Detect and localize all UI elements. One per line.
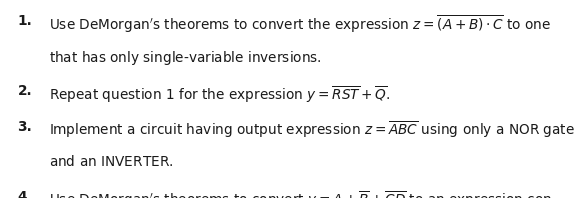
Text: 2.: 2. [17,84,32,98]
Text: 3.: 3. [17,120,32,134]
Text: $\mathsf{Use\ DeMorgan's\ theorems\ to\ convert\ the\ expression\ }z = \overline: $\mathsf{Use\ DeMorgan's\ theorems\ to\ … [49,14,552,35]
Text: 1.: 1. [17,14,32,28]
Text: 4.: 4. [17,190,32,198]
Text: $\mathsf{Implement\ a\ circuit\ having\ output\ expression\ }z = \overline{ABC}\: $\mathsf{Implement\ a\ circuit\ having\ … [49,120,576,140]
Text: $\mathsf{Use\ DeMorgan's\ theorems\ to\ convert\ }y = A + \overline{B} + \overli: $\mathsf{Use\ DeMorgan's\ theorems\ to\ … [49,190,558,198]
Text: $\mathsf{and\ an\ INVERTER.}$: $\mathsf{and\ an\ INVERTER.}$ [49,154,174,169]
Text: $\mathsf{that\ has\ only\ single\text{-}variable\ inversions.}$: $\mathsf{that\ has\ only\ single\text{-}… [49,49,322,67]
Text: $\mathsf{Repeat\ question\ 1\ for\ the\ expression\ }y = \overline{RST} + \overl: $\mathsf{Repeat\ question\ 1\ for\ the\ … [49,84,391,105]
